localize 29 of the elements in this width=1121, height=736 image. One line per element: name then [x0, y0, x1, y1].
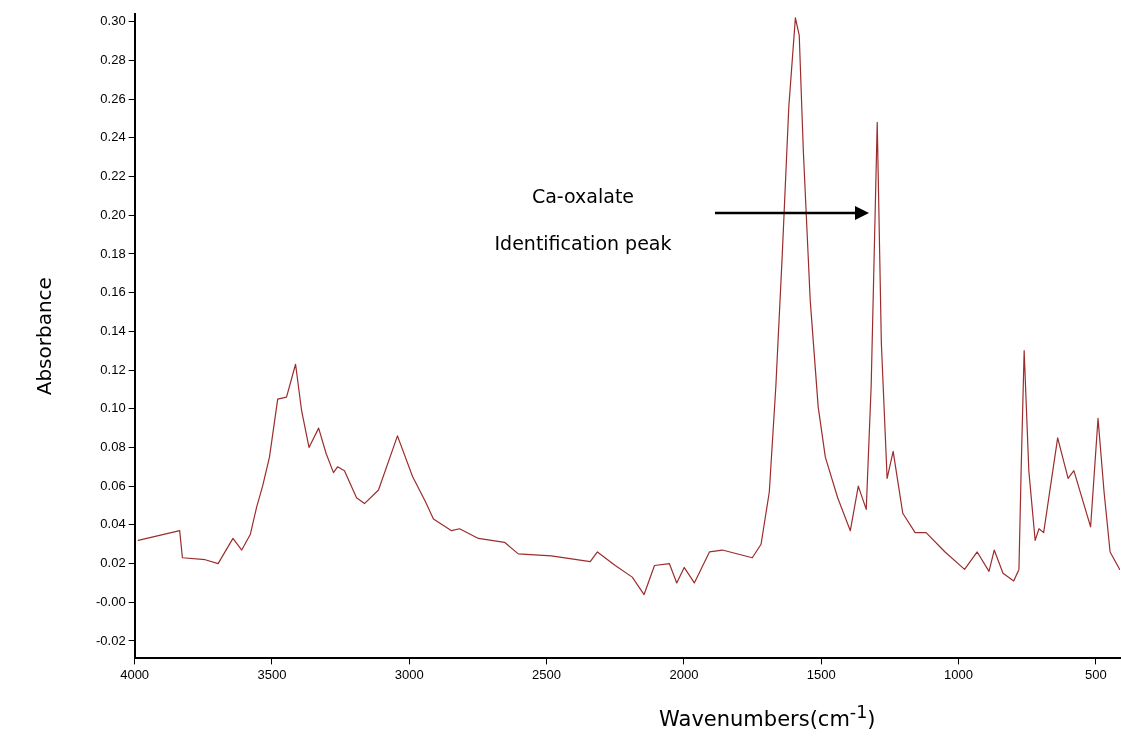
x-tick-label: 2500 [532, 666, 562, 682]
x-tick-label: 2000 [669, 666, 699, 682]
x-tick-label: 3500 [257, 666, 287, 682]
y-tick-label: 0.08 [100, 439, 126, 455]
annotation: Identification peak [494, 231, 672, 256]
y-tick-label: 0.30 [100, 13, 126, 29]
y-tick-label: 0.20 [100, 206, 126, 222]
y-tick-label: -0.00 [95, 593, 126, 609]
annotation: Ca-oxalate [531, 184, 635, 209]
y-tick-label: 0.04 [100, 516, 126, 532]
y-tick-label: 0.16 [100, 284, 126, 300]
y-tick-label: 0.12 [100, 361, 126, 377]
y-tick-label: 0.26 [100, 90, 126, 106]
x-tick-label: 1500 [806, 666, 836, 682]
y-tick-label: 0.06 [100, 477, 126, 493]
x-axis-title: Wavenumbers(cm$^{-1}$) [659, 702, 876, 732]
y-axis-title: Absorbance [32, 277, 57, 396]
x-tick-label: 1000 [944, 666, 973, 682]
x-tick-label: 3000 [394, 666, 424, 682]
x-tick-label: 4000 [120, 666, 150, 682]
y-tick-label: 0.28 [100, 52, 126, 68]
y-tick-label: 0.14 [100, 322, 126, 338]
y-tick-label: 0.18 [100, 245, 126, 261]
y-tick-label: 0.02 [100, 555, 126, 571]
y-tick-label: 0.10 [100, 400, 126, 416]
y-tick-label: 0.24 [100, 129, 126, 145]
x-tick-label: 500 [1084, 666, 1107, 682]
y-tick-label: -0.02 [95, 632, 126, 648]
y-tick-label: 0.22 [100, 168, 126, 184]
